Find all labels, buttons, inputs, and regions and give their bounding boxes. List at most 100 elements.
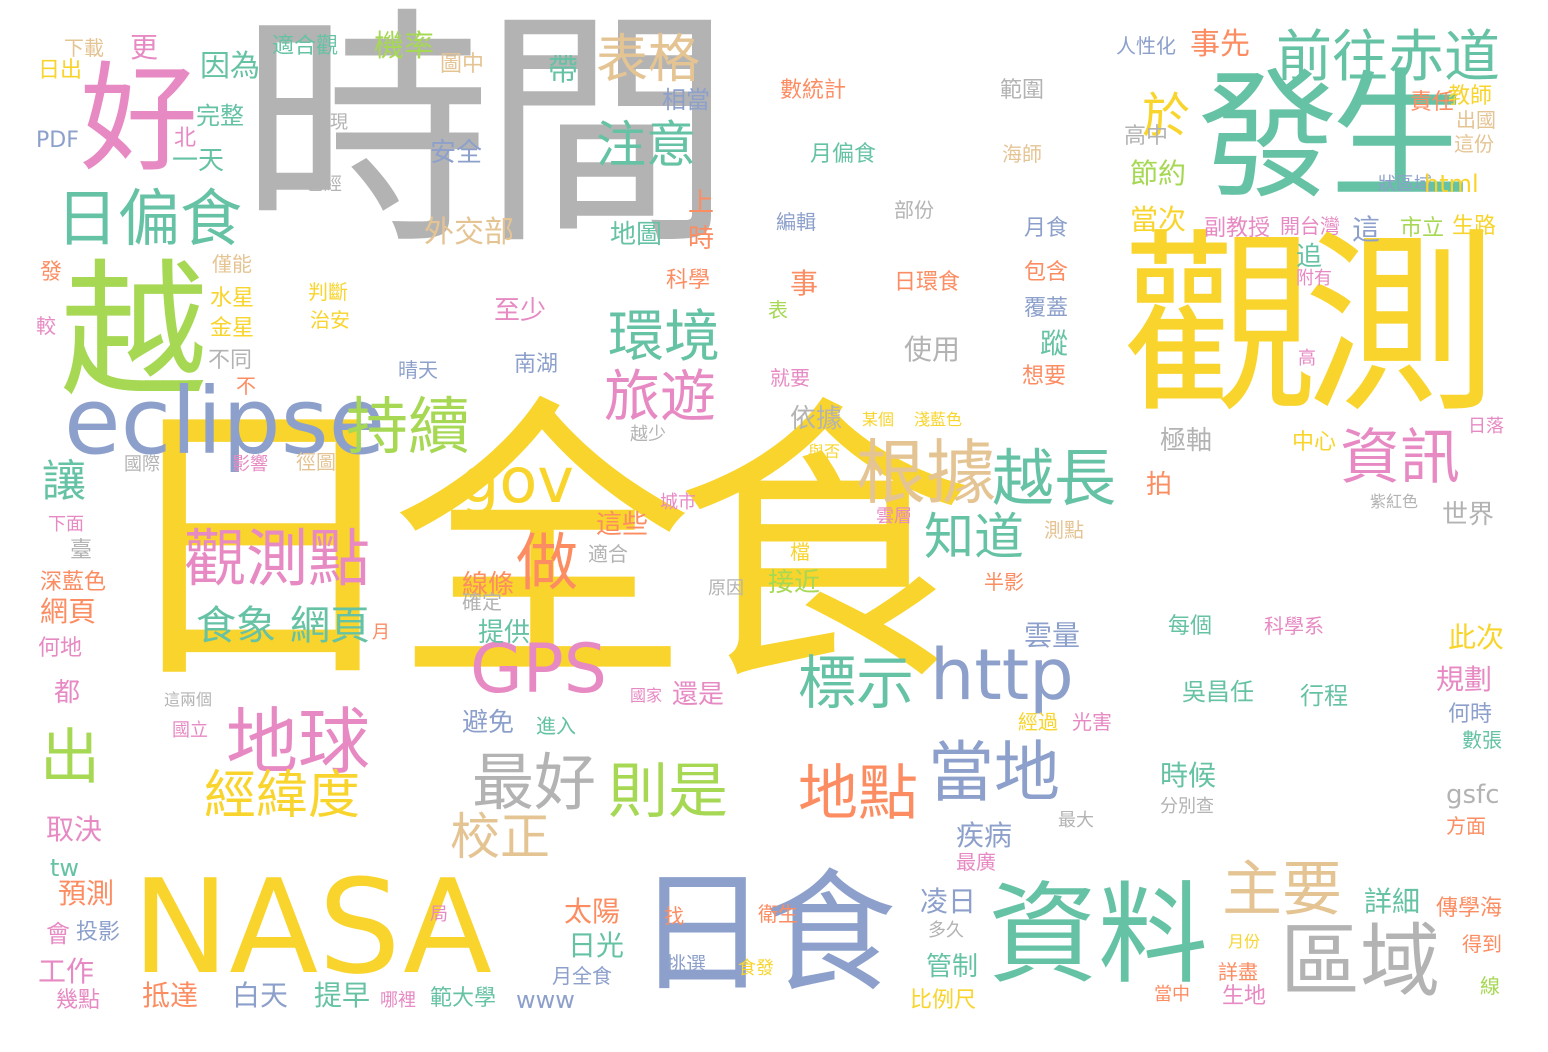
cloud-word: 一天 (172, 146, 225, 176)
cloud-word: www (516, 986, 575, 1014)
cloud-word: 下面 (48, 514, 84, 535)
cloud-word: 前往赤道 (1276, 25, 1500, 90)
cloud-word: 資料 (988, 871, 1208, 999)
cloud-word: 日全食 (110, 373, 974, 722)
cloud-word: 都 (54, 678, 81, 708)
cloud-word: 科學系 (1264, 614, 1324, 638)
cloud-word: 找 (664, 904, 684, 928)
cloud-word: 觀測 (1122, 212, 1498, 439)
cloud-word: 覆蓋 (1024, 296, 1069, 321)
cloud-word: 地圖 (610, 220, 663, 250)
cloud-word: 多久 (928, 920, 964, 941)
cloud-word: 太陽 (564, 895, 621, 928)
cloud-word: 高 (1298, 348, 1316, 369)
cloud-word: 哪裡 (380, 990, 416, 1011)
cloud-word: 規劃 (1436, 663, 1493, 696)
cloud-word: 月偏食 (810, 142, 877, 167)
cloud-word: 適合觀 (272, 34, 339, 59)
cloud-word: 晴天 (398, 358, 438, 382)
cloud-word: 日出 (38, 58, 83, 83)
cloud-word: 日落 (1468, 416, 1504, 437)
cloud-word: 適合 (588, 542, 628, 566)
cloud-word: 當中 (1154, 984, 1190, 1005)
cloud-word: 已經 (306, 174, 342, 195)
cloud-word: 主要 (1222, 855, 1342, 925)
cloud-word: 月全食 (552, 964, 612, 988)
cloud-word: 還是 (672, 680, 725, 710)
cloud-word: 越少 (630, 424, 666, 445)
cloud-word: 教師 (1448, 84, 1493, 109)
cloud-word: 與否 (808, 442, 841, 461)
cloud-word: eclipse (64, 368, 386, 475)
cloud-word: 判斷 (308, 280, 348, 304)
cloud-word: 半影 (984, 570, 1024, 594)
cloud-word: 做 (516, 526, 579, 599)
cloud-word: 提早 (314, 979, 371, 1012)
cloud-word: 校正 (450, 808, 550, 866)
cloud-word: 此次 (1448, 621, 1505, 654)
cloud-word: 國際 (124, 454, 160, 475)
cloud-word: 機率 (374, 29, 434, 64)
cloud-word: 安全 (430, 138, 483, 168)
cloud-word: 市立 (1400, 216, 1445, 241)
cloud-word: 網頁 (40, 595, 97, 628)
cloud-word: 越 (60, 246, 208, 418)
cloud-word: 每個 (1168, 614, 1213, 639)
cloud-word: 當次 (1130, 203, 1187, 236)
cloud-word: 發 (40, 260, 63, 285)
cloud-word: NASA (132, 851, 493, 1003)
cloud-word: 徑圖 (296, 450, 336, 474)
cloud-word: 則是 (608, 757, 728, 827)
cloud-word: 部份 (894, 198, 934, 222)
cloud-word: 最大 (1058, 810, 1094, 831)
cloud-word: 避免 (462, 708, 515, 738)
cloud-word: tw (50, 854, 80, 882)
cloud-word: 副教授 (1204, 216, 1271, 241)
cloud-word: 最好 (472, 746, 597, 819)
cloud-word: html (1424, 170, 1479, 198)
cloud-word: 北 (174, 126, 197, 151)
cloud-word: 因為 (200, 49, 260, 84)
cloud-word: 人性化 (1116, 34, 1176, 58)
cloud-word: 比例尺 (910, 988, 977, 1013)
cloud-word: 海師 (1002, 142, 1042, 166)
cloud-word: 日光 (568, 929, 625, 962)
cloud-word: 詳細 (1364, 885, 1421, 918)
cloud-word: 事先 (1190, 27, 1250, 62)
cloud-word: 地點 (798, 759, 918, 829)
cloud-word: 相當 (662, 86, 710, 114)
cloud-word: 國立 (172, 720, 208, 741)
cloud-word: 挑選 (666, 952, 706, 976)
cloud-word: 會 (46, 920, 70, 948)
cloud-word: 出現 (312, 112, 348, 133)
cloud-word: 傳學海 (1436, 896, 1503, 921)
cloud-word: 吳昌任 (1182, 678, 1254, 706)
cloud-word: 提供 (478, 618, 531, 648)
cloud-word: 持續 (346, 390, 471, 463)
cloud-word: 較 (36, 314, 56, 338)
cloud-word: 數統計 (780, 78, 847, 103)
cloud-word: 日食 (636, 857, 896, 1011)
cloud-word: 原因 (708, 578, 744, 599)
cloud-word: 疾病 (956, 819, 1013, 852)
cloud-word: 光害 (1072, 710, 1112, 734)
cloud-word: 管制 (926, 952, 979, 982)
cloud-word: 範圍 (1000, 78, 1045, 103)
cloud-word: gsfc (1446, 780, 1500, 810)
cloud-word: 出國 (1456, 108, 1496, 132)
cloud-word: 於 (1142, 88, 1191, 144)
cloud-word: 得到 (1462, 932, 1502, 956)
cloud-word: 更 (130, 31, 159, 64)
cloud-word: 出 (40, 723, 100, 793)
cloud-word: 影響 (232, 454, 268, 475)
cloud-word: 人 (170, 622, 188, 643)
cloud-word: 國家 (630, 686, 663, 705)
cloud-word: 事 (790, 267, 819, 300)
cloud-word: 越長 (992, 442, 1117, 515)
cloud-word: 最廣 (956, 850, 996, 874)
cloud-word: 高中 (1124, 124, 1169, 149)
cloud-word: 工作 (38, 955, 95, 988)
cloud-word: gov (460, 444, 574, 517)
cloud-word: GPS (470, 630, 607, 709)
